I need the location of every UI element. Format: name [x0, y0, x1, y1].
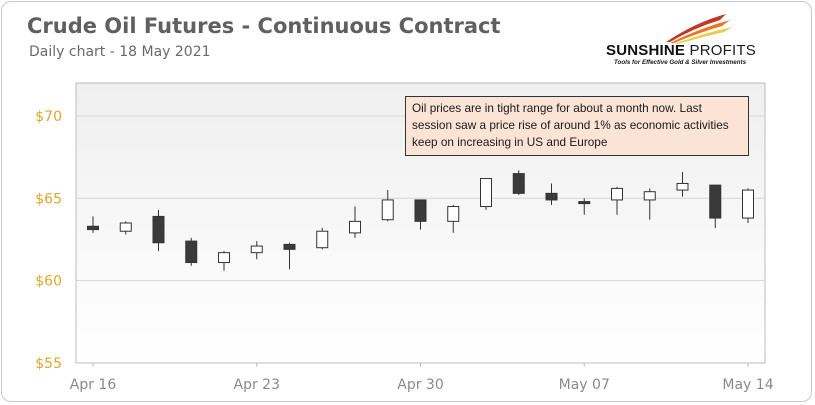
candle-body — [447, 206, 460, 222]
candle — [119, 221, 132, 235]
candle — [709, 184, 722, 228]
y-axis-ticks: $55 $60 $65 $70 — [35, 109, 62, 372]
candle-body — [283, 243, 296, 250]
x-tick-label: May 07 — [559, 377, 610, 393]
y-tick-label: $55 — [35, 356, 62, 372]
candle-body — [119, 222, 132, 232]
x-tick-label: Apr 16 — [70, 377, 117, 393]
candle — [480, 178, 492, 210]
x-axis-ticks: Apr 16 Apr 23 Apr 30 May 07 May 14 — [70, 363, 774, 393]
sunshine-profits-logo: SUNSHINE PROFITS Tools for Effective Gol… — [604, 12, 774, 70]
x-tick-label: Apr 23 — [234, 377, 280, 393]
x-tick-label: May 14 — [722, 377, 773, 393]
candle — [349, 206, 361, 238]
y-tick-label: $60 — [35, 274, 62, 290]
candle-body — [480, 178, 492, 208]
logo-name-part1: SUNSHINE — [606, 42, 686, 59]
candle — [152, 209, 165, 251]
candles — [87, 170, 754, 271]
candle-body — [742, 189, 754, 219]
candle-body — [611, 187, 623, 201]
candle-body — [316, 230, 329, 249]
candle — [611, 186, 623, 215]
chart-subtitle: Daily chart - 18 May 2021 — [29, 44, 211, 60]
chart-title: Crude Oil Futures - Continuous Contract — [27, 14, 501, 38]
candle-body — [414, 199, 427, 222]
candle-body — [152, 215, 165, 244]
x-tick-label: Apr 30 — [397, 377, 443, 393]
candle — [218, 251, 230, 271]
candle-body — [578, 201, 591, 205]
candle-body — [643, 191, 656, 201]
candle-body — [87, 225, 99, 231]
candle — [250, 241, 263, 260]
candle — [512, 170, 525, 195]
y-tick-label: $70 — [35, 109, 62, 125]
logo-name-part2: PROFITS — [689, 42, 756, 59]
sunrays-icon — [666, 14, 732, 44]
candle — [643, 188, 656, 220]
candle-body — [250, 245, 263, 254]
candle-body — [676, 182, 689, 191]
candle-body — [545, 192, 558, 201]
logo-tagline: Tools for Effective Gold & Silver Invest… — [614, 59, 747, 66]
candle — [742, 188, 754, 223]
logo-name: SUNSHINE PROFITS — [606, 42, 756, 59]
candle — [676, 171, 689, 197]
candle — [316, 227, 329, 250]
candle-body — [709, 184, 722, 219]
annotation-box: Oil prices are in tight range for about … — [405, 96, 749, 156]
y-tick-label: $65 — [35, 191, 62, 207]
candle-body — [218, 252, 230, 264]
candle — [283, 242, 296, 270]
candle — [185, 237, 198, 266]
candle — [578, 198, 591, 215]
candle — [87, 216, 99, 233]
candle — [545, 183, 558, 205]
candle-body — [512, 173, 525, 194]
candle — [381, 190, 394, 222]
candle-body — [381, 199, 394, 221]
candle — [414, 199, 427, 230]
candle-body — [349, 220, 361, 234]
candle — [447, 204, 460, 233]
candle-body — [185, 240, 198, 264]
